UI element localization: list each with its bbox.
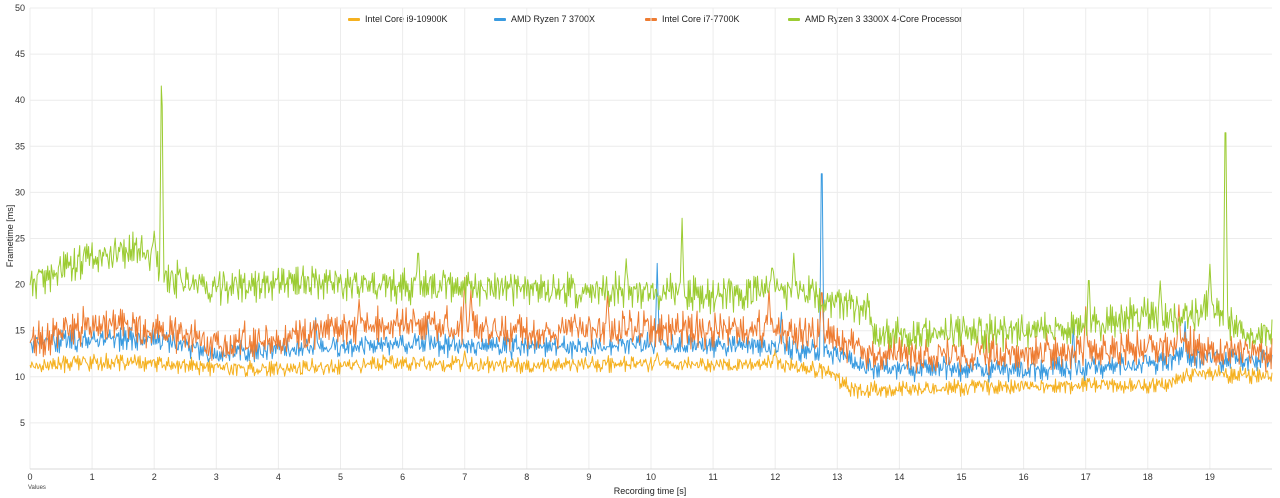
legend-item-ryzen3-3300x[interactable]: AMD Ryzen 3 3300X 4-Core Processor [788,14,962,24]
grid-lines [29,7,1272,470]
x-tick-label: 8 [524,472,529,482]
x-axis-title: Recording time [s] [614,486,687,496]
x-tick-label: 15 [956,472,966,482]
legend-label-ryzen3-3300x: AMD Ryzen 3 3300X 4-Core Processor [805,14,963,24]
x-tick-label: 3 [214,472,219,482]
series-line-3 [29,85,1273,355]
x-tick-label: 0 [27,472,32,482]
x-tick-label: 4 [276,472,281,482]
x-tick-label: 2 [152,472,157,482]
legend-item-i9-10900k[interactable]: Intel Core i9-10900K [348,14,448,24]
x-tick-label: 19 [1205,472,1215,482]
x-tick-label: 7 [462,472,467,482]
y-tick-label: 50 [15,3,25,13]
legend-swatch-i9-10900k [348,17,360,21]
series-lines [29,85,1273,399]
x-tick-label: 18 [1143,472,1153,482]
x-tick-label: 12 [770,472,780,482]
legend-label-i7-7700k: Intel Core i7-7700K [662,14,740,24]
y-tick-label: 35 [15,141,25,151]
x-tick-label: 6 [400,472,405,482]
legend-swatch-ryzen3-3300x [788,17,800,21]
y-axis-title: Frametime [ms] [5,205,15,268]
y-tick-label: 40 [15,95,25,105]
y-tick-label: 15 [15,326,25,336]
legend-item-ryzen7-3700x[interactable]: AMD Ryzen 7 3700X [494,14,595,24]
y-tick-label: 45 [15,49,25,59]
x-tick-label: 17 [1081,472,1091,482]
y-tick-label: 5 [20,418,25,428]
x-tick-label: 13 [832,472,842,482]
values-label: Values [28,485,46,491]
legend-label-i9-10900k: Intel Core i9-10900K [365,14,448,24]
x-tick-label: 1 [90,472,95,482]
legend-swatch-ryzen7-3700x [494,17,506,21]
series-line-1 [29,173,1273,383]
x-tick-label: 14 [894,472,904,482]
x-tick-label: 16 [1019,472,1029,482]
series-line-0 [29,348,1273,399]
y-tick-label: 10 [15,372,25,382]
x-tick-label: 11 [708,472,717,482]
y-tick-label: 30 [15,187,25,197]
series-line-2 [29,276,1273,376]
x-tick-label: 9 [586,472,591,482]
y-tick-label: 20 [15,280,25,290]
y-tick-label: 25 [15,234,25,244]
x-tick-label: 10 [646,472,656,482]
legend-label-ryzen7-3700x: AMD Ryzen 7 3700X [511,14,596,24]
x-tick-label: 5 [338,472,343,482]
